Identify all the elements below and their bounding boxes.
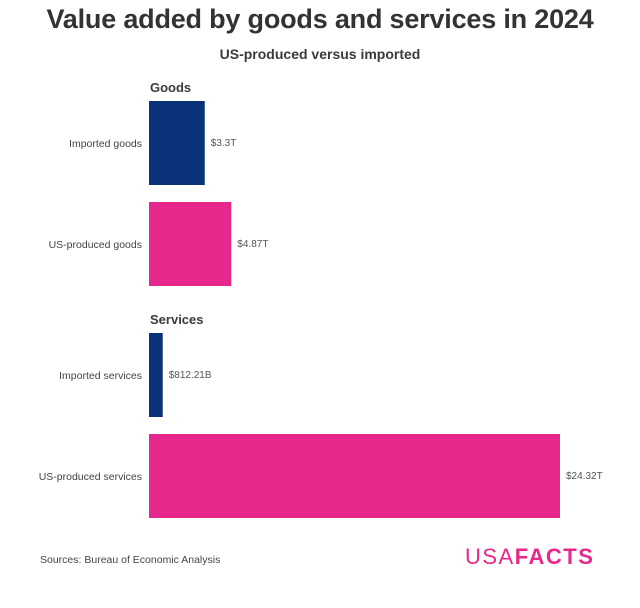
- usafacts-logo: USAFACTS: [465, 544, 594, 570]
- logo-facts-text: FACTS: [514, 544, 595, 569]
- chart-subtitle: US-produced versus imported: [219, 46, 421, 62]
- bar: [149, 434, 560, 518]
- bar: [149, 101, 205, 185]
- source-note: Sources: Bureau of Economic Analysis: [40, 554, 221, 566]
- bar-chart: Goods Imported goods $3.3T US-produced good…: [39, 80, 603, 518]
- category-label: US-produced services: [39, 471, 142, 483]
- category-label: Imported goods: [69, 138, 142, 150]
- value-label: $24.32T: [566, 471, 603, 482]
- value-label: $4.87T: [237, 239, 268, 250]
- value-label: $812.21B: [169, 370, 212, 381]
- bar: [149, 333, 163, 417]
- value-label: $3.3T: [211, 138, 237, 149]
- chart-title: Value added by goods and services in 202…: [46, 4, 594, 34]
- group-label: Goods: [150, 80, 191, 95]
- bar: [149, 202, 232, 286]
- category-label: US-produced goods: [49, 239, 142, 251]
- logo-usa-text: USA: [465, 544, 515, 569]
- group-label: Services: [150, 312, 204, 327]
- category-label: Imported services: [59, 370, 142, 382]
